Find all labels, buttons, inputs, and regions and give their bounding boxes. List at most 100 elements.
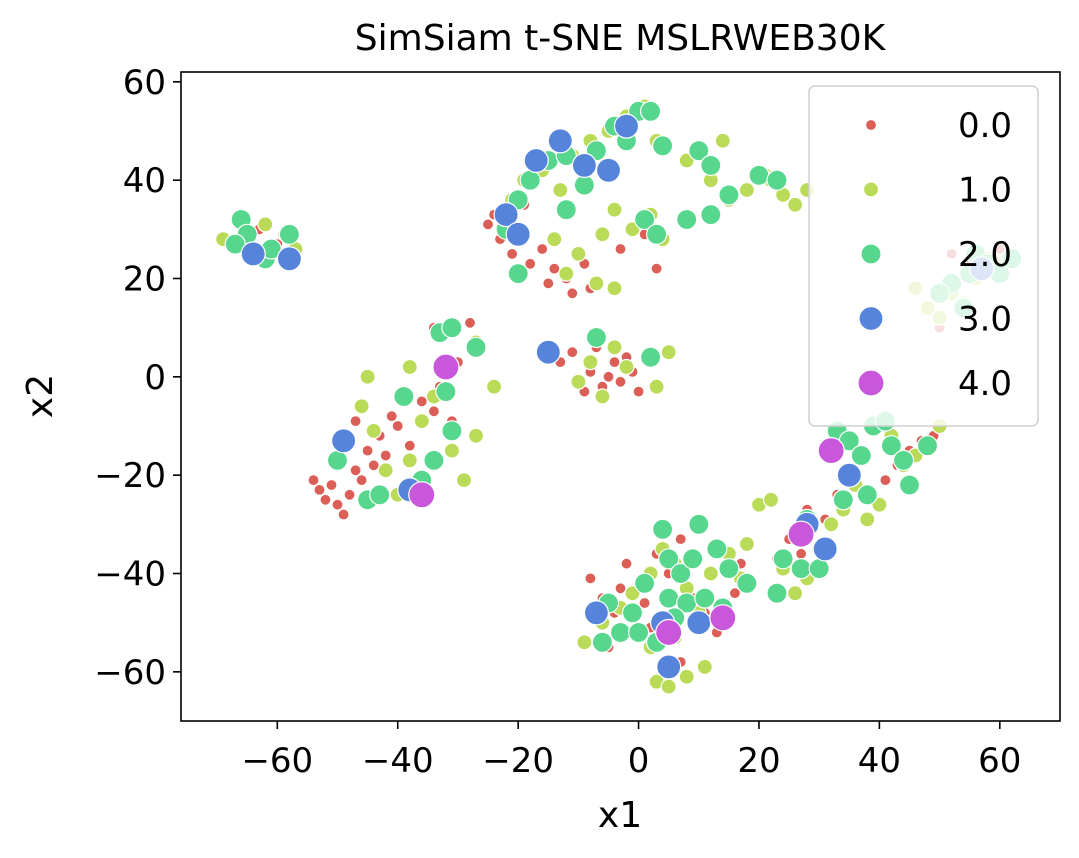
- data-point: [772, 548, 794, 570]
- data-point: [645, 223, 668, 245]
- data-point: [714, 132, 731, 149]
- data-point: [566, 346, 579, 359]
- legend-marker-4-0: [857, 369, 885, 397]
- data-point: [702, 565, 719, 582]
- data-point: [505, 247, 519, 260]
- data-point: [694, 587, 716, 609]
- chart-title: SimSiam t-SNE MSLRWEB30K: [355, 18, 887, 59]
- plot-frame: [180, 71, 1061, 722]
- data-point: [571, 152, 598, 178]
- data-point: [655, 618, 683, 647]
- data-point: [736, 572, 758, 594]
- data-point: [633, 572, 656, 594]
- legend-label: 2.0: [958, 235, 1012, 275]
- data-point: [762, 491, 780, 508]
- data-point: [566, 287, 579, 300]
- data-point: [276, 246, 302, 272]
- data-point: [606, 201, 623, 218]
- legend-label: 3.0: [958, 300, 1012, 340]
- data-point: [325, 478, 338, 492]
- data-point: [467, 427, 485, 444]
- data-point: [427, 405, 440, 418]
- data-point: [660, 344, 677, 361]
- data-point: [278, 223, 300, 245]
- data-point: [648, 378, 665, 395]
- data-point: [555, 199, 577, 221]
- series-2-0: [224, 100, 1023, 653]
- data-point: [455, 472, 473, 489]
- data-point: [552, 181, 569, 199]
- data-point: [670, 562, 692, 585]
- data-point: [639, 100, 662, 122]
- data-point: [493, 202, 519, 228]
- data-point: [365, 422, 382, 439]
- data-point: [627, 621, 650, 644]
- data-point: [632, 385, 645, 398]
- legend-box: [808, 85, 1039, 427]
- data-point: [583, 600, 610, 626]
- data-point: [584, 572, 597, 585]
- data-point: [738, 535, 756, 553]
- data-point: [343, 488, 356, 501]
- points-layer: [215, 98, 1023, 695]
- data-point: [570, 373, 587, 390]
- y-tick-label: 20: [123, 260, 166, 300]
- data-point: [361, 444, 374, 457]
- data-point: [588, 275, 605, 292]
- legend-label: 0.0: [958, 106, 1012, 146]
- axes: −60 −40 −20 0 20 40 60 −60 −40 −20 0 20 40 60: [94, 63, 1061, 781]
- data-point: [558, 265, 575, 282]
- data-point: [832, 489, 854, 511]
- x-tick-label: 40: [858, 741, 901, 781]
- data-point: [307, 474, 320, 487]
- data-point: [313, 483, 326, 496]
- legend-marker-2-0: [860, 243, 882, 265]
- data-point: [547, 128, 573, 154]
- data-point: [808, 557, 830, 580]
- data-point: [240, 241, 266, 267]
- data-point: [523, 147, 549, 174]
- data-point: [570, 245, 587, 262]
- data-point: [401, 452, 418, 469]
- x-tick-label: 0: [628, 741, 650, 781]
- data-point: [766, 582, 788, 604]
- data-point: [319, 493, 332, 506]
- data-point: [367, 459, 380, 472]
- data-point: [676, 208, 698, 231]
- data-point: [700, 204, 722, 226]
- data-point: [408, 481, 436, 509]
- data-point: [686, 610, 712, 636]
- x-tick-label: −20: [482, 741, 554, 781]
- data-point: [608, 356, 621, 369]
- data-point: [660, 678, 677, 695]
- data-point: [536, 242, 549, 256]
- data-point: [435, 381, 457, 403]
- data-point: [614, 582, 627, 595]
- data-point: [602, 370, 615, 383]
- x-axis-label: x1: [598, 795, 642, 836]
- data-point: [524, 257, 537, 270]
- legend: 0.0 1.0 2.0 3.0 4.0: [808, 85, 1039, 427]
- data-point: [738, 181, 756, 199]
- y-tick-label: −40: [94, 555, 166, 595]
- data-point: [621, 602, 644, 624]
- data-point: [582, 354, 599, 371]
- y-tick-label: 40: [123, 161, 166, 201]
- data-point: [441, 420, 463, 442]
- data-point: [465, 336, 487, 358]
- data-point: [618, 358, 635, 376]
- data-point: [606, 339, 623, 356]
- data-point: [355, 474, 368, 487]
- data-point: [377, 462, 394, 479]
- data-point: [379, 449, 392, 462]
- data-point: [535, 339, 561, 365]
- data-point: [787, 520, 815, 548]
- data-point: [898, 474, 921, 496]
- data-point: [443, 442, 460, 459]
- data-point: [403, 439, 416, 452]
- data-point: [879, 474, 892, 487]
- data-point: [850, 444, 872, 467]
- data-point: [688, 513, 710, 535]
